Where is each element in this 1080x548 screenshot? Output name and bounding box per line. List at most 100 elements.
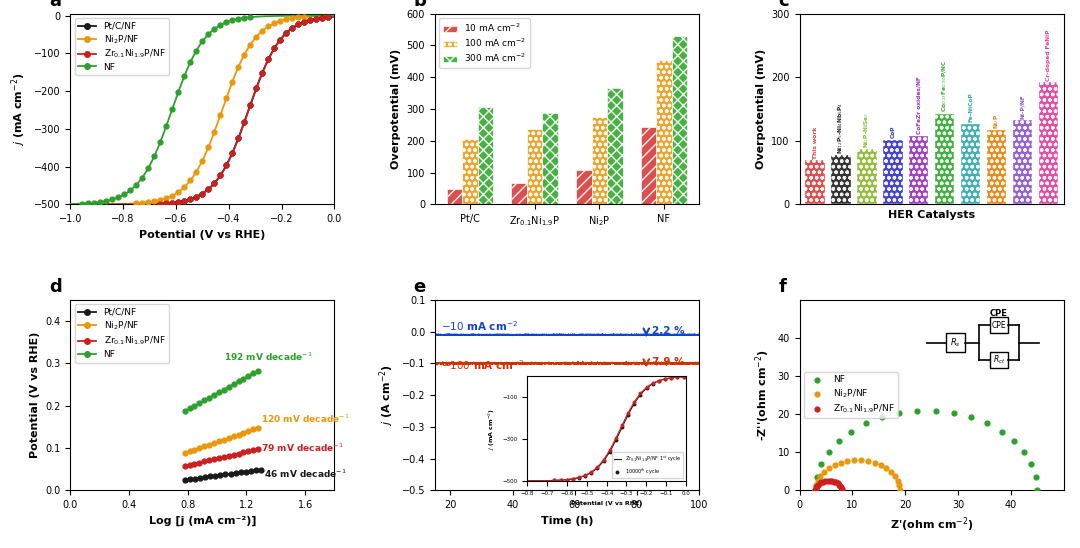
Ni$_2$P/NF (873, 460, 890, 469)
Ni$_2$P/NF (878, 464, 895, 472)
Zr$_{0.1}$Ni$_{1.9}$P/NF (819, 477, 836, 486)
NF (1015, 448, 1032, 456)
Zr$_{0.1}$Ni$_{1.9}$P/NF (808, 482, 825, 490)
NF (813, 460, 831, 469)
Zr$_{0.1}$Ni$_{1.9}$P/NF (821, 477, 838, 486)
Legend: NF, Ni$_2$P/NF, Zr$_{0.1}$Ni$_{1.9}$P/NF: NF, Ni$_2$P/NF, Zr$_{0.1}$Ni$_{1.9}$P/NF (804, 372, 899, 419)
Ni$_2$P/NF (812, 471, 829, 480)
Text: 79 mV decade$^{-1}$: 79 mV decade$^{-1}$ (261, 442, 343, 454)
NF (873, 413, 890, 421)
Ni$_2$P/NF (852, 456, 869, 465)
Ni$_2$P/NF (808, 481, 825, 490)
NF (831, 437, 848, 446)
Bar (657, 60, 672, 204)
Text: CoP: CoP (890, 126, 895, 138)
Text: a: a (49, 0, 62, 10)
Text: 192 mV decade$^{-1}$: 192 mV decade$^{-1}$ (225, 351, 313, 363)
Text: Ni$_2$P: Ni$_2$P (993, 113, 1001, 129)
Bar (806, 160, 825, 204)
NF (807, 486, 824, 495)
Bar (512, 183, 527, 204)
Text: $-100$ mA cm$^{-2}$: $-100$ mA cm$^{-2}$ (441, 358, 525, 372)
Legend: Pt/C/NF, Ni$_2$P/NF, Zr$_{0.1}$Ni$_{1.9}$P/NF, NF: Pt/C/NF, Ni$_2$P/NF, Zr$_{0.1}$Ni$_{1.9}… (75, 304, 168, 363)
Ni$_2$P/NF (815, 467, 833, 476)
Bar (462, 139, 477, 204)
Text: Ni$_{12}$P$_5$-Ni$_4$Nb$_5$P$_4$: Ni$_{12}$P$_5$-Ni$_4$Nb$_5$P$_4$ (837, 101, 846, 153)
Bar (1039, 82, 1058, 204)
Zr$_{0.1}$Ni$_{1.9}$P/NF (823, 477, 840, 486)
Bar (832, 155, 851, 204)
Ni$_2$P/NF (882, 467, 900, 476)
Text: 2.2 %: 2.2 % (652, 326, 685, 336)
Y-axis label: Potential (V vs RHE): Potential (V vs RHE) (29, 332, 40, 458)
Text: 120 mV decade$^{-1}$: 120 mV decade$^{-1}$ (261, 412, 350, 425)
Bar (542, 113, 558, 204)
Ni$_2$P/NF (866, 458, 883, 467)
Zr$_{0.1}$Ni$_{1.9}$P/NF (808, 483, 825, 492)
Bar (477, 107, 494, 204)
Ni$_2$P/NF (846, 456, 863, 465)
NF (1029, 486, 1047, 495)
Bar (576, 170, 592, 204)
NF (842, 427, 860, 436)
Bar (961, 124, 981, 204)
Ni$_2$P/NF (832, 458, 849, 467)
Bar (1013, 121, 1032, 204)
Ni$_2$P/NF (809, 476, 826, 485)
NF (908, 406, 926, 415)
Y-axis label: Overpotential (mV): Overpotential (mV) (756, 49, 766, 169)
Zr$_{0.1}$Ni$_{1.9}$P/NF (832, 482, 849, 490)
Y-axis label: -Z''(ohm cm$^{-2}$): -Z''(ohm cm$^{-2}$) (753, 349, 772, 441)
NF (993, 427, 1010, 436)
Text: This work: This work (812, 127, 818, 158)
Text: Ni$_2$P-NiSe$_2$: Ni$_2$P-NiSe$_2$ (863, 112, 872, 148)
Ni$_2$P/NF (891, 486, 908, 495)
X-axis label: Z'(ohm cm$^{-2}$): Z'(ohm cm$^{-2}$) (890, 516, 973, 534)
NF (962, 413, 980, 421)
Zr$_{0.1}$Ni$_{1.9}$P/NF (807, 486, 824, 495)
NF (1005, 437, 1023, 446)
NF (927, 406, 944, 415)
X-axis label: Potential (V vs RHE): Potential (V vs RHE) (139, 230, 266, 239)
Text: e: e (414, 278, 426, 296)
Zr$_{0.1}$Ni$_{1.9}$P/NF (829, 479, 847, 488)
NF (820, 448, 837, 456)
Zr$_{0.1}$Ni$_{1.9}$P/NF (810, 480, 827, 489)
Text: Ni-P/NF: Ni-P/NF (1020, 94, 1025, 119)
Legend: Pt/C/NF, Ni$_2$P/NF, Zr$_{0.1}$Ni$_{1.9}$P/NF, NF: Pt/C/NF, Ni$_2$P/NF, Zr$_{0.1}$Ni$_{1.9}… (75, 18, 168, 75)
Zr$_{0.1}$Ni$_{1.9}$P/NF (833, 484, 850, 493)
X-axis label: HER Catalysts: HER Catalysts (888, 210, 975, 220)
Text: $-10$ mA cm$^{-2}$: $-10$ mA cm$^{-2}$ (441, 319, 518, 333)
Zr$_{0.1}$Ni$_{1.9}$P/NF (827, 478, 845, 487)
Text: c: c (779, 0, 789, 10)
Zr$_{0.1}$Ni$_{1.9}$P/NF (814, 477, 832, 486)
X-axis label: Log [j (mA cm⁻²)]: Log [j (mA cm⁻²)] (149, 516, 256, 526)
Bar (527, 129, 542, 204)
Ni$_2$P/NF (860, 456, 877, 465)
Text: f: f (779, 278, 786, 296)
NF (945, 408, 962, 417)
Ni$_2$P/NF (887, 471, 904, 480)
Zr$_{0.1}$Ni$_{1.9}$P/NF (825, 477, 842, 486)
Bar (935, 113, 955, 204)
Zr$_{0.1}$Ni$_{1.9}$P/NF (833, 483, 850, 492)
Y-axis label: $j$ (mA cm$^{-2}$): $j$ (mA cm$^{-2}$) (10, 72, 28, 146)
Ni$_2$P/NF (821, 464, 838, 472)
Zr$_{0.1}$Ni$_{1.9}$P/NF (813, 478, 831, 487)
Text: b: b (414, 0, 427, 10)
Bar (883, 140, 903, 204)
NF (978, 419, 996, 428)
Bar (640, 127, 657, 204)
NF (858, 419, 875, 428)
NF (1023, 460, 1040, 469)
Bar (447, 190, 462, 204)
Text: Cr-doped FeNiP: Cr-doped FeNiP (1045, 30, 1051, 81)
Ni$_2$P/NF (839, 456, 856, 465)
X-axis label: Time (h): Time (h) (541, 516, 593, 526)
Ni$_2$P/NF (826, 460, 843, 469)
Bar (987, 130, 1007, 204)
Zr$_{0.1}$Ni$_{1.9}$P/NF (816, 477, 834, 486)
Text: CoFeZr oxides/NF: CoFeZr oxides/NF (916, 77, 921, 134)
Text: Co$_{0.17}$Fe$_{0.90}$P/NC: Co$_{0.17}$Fe$_{0.90}$P/NC (941, 60, 949, 112)
Zr$_{0.1}$Ni$_{1.9}$P/NF (833, 486, 850, 495)
